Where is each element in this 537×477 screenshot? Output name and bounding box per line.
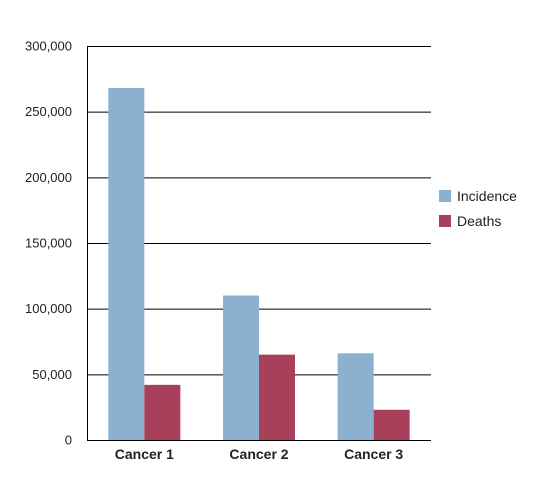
y-tick-label: 0 bbox=[65, 433, 72, 448]
x-category-label: Cancer 2 bbox=[229, 446, 288, 462]
bar-incidence bbox=[337, 353, 374, 440]
bar-incidence bbox=[108, 88, 145, 440]
bar-incidence bbox=[223, 295, 259, 440]
x-category-label: Cancer 1 bbox=[115, 446, 174, 462]
y-tick-label: 250,000 bbox=[25, 104, 72, 119]
x-category-label: Cancer 3 bbox=[344, 446, 403, 462]
legend-swatch-incidence bbox=[439, 190, 451, 202]
y-axis-tick-labels: 0 50,000 100,000 150,000 200,000 250,000 300,0… bbox=[25, 39, 72, 448]
x-axis-category-labels: Cancer 1 Cancer 2 Cancer 3 bbox=[115, 446, 404, 462]
legend-swatch-deaths bbox=[439, 215, 451, 227]
bar-deaths bbox=[373, 409, 410, 440]
y-tick-label: 50,000 bbox=[32, 367, 72, 382]
y-tick-label: 100,000 bbox=[25, 301, 72, 316]
y-tick-label: 200,000 bbox=[25, 170, 72, 185]
bar-deaths bbox=[259, 354, 295, 440]
legend: Incidence Deaths bbox=[439, 188, 517, 229]
legend-label-incidence: Incidence bbox=[457, 188, 517, 204]
legend-label-deaths: Deaths bbox=[457, 213, 501, 229]
bars bbox=[108, 88, 410, 440]
bar-deaths bbox=[144, 384, 181, 440]
y-tick-label: 150,000 bbox=[25, 236, 72, 251]
y-tick-label: 300,000 bbox=[25, 39, 72, 54]
